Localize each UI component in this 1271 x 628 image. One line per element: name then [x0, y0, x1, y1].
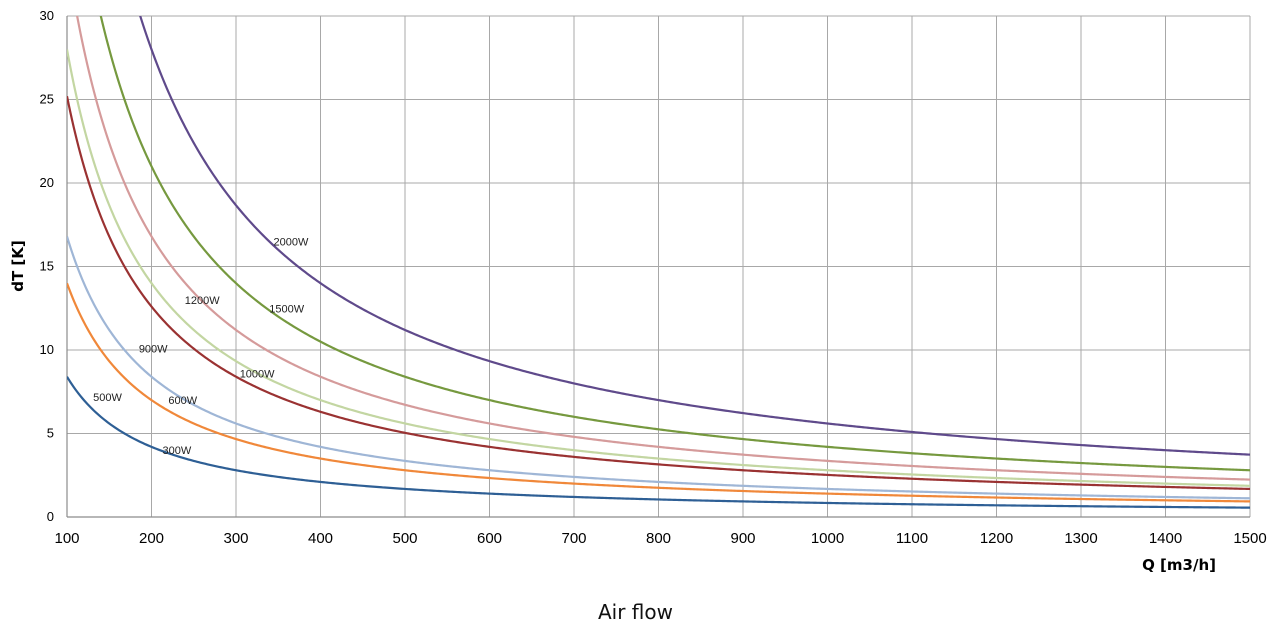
series-line-900w: [67, 95, 1250, 491]
y-tick-label: 25: [40, 92, 54, 107]
y-tick-label: 5: [47, 426, 54, 441]
x-tick-label: 1200: [980, 530, 1013, 547]
x-tick-label: 100: [54, 530, 79, 547]
x-tick-label: 700: [561, 530, 586, 547]
y-tick-label: 20: [40, 175, 54, 190]
series-label-1500w: 1500W: [269, 303, 304, 315]
x-axis-title: Q [m3/h]: [1142, 556, 1216, 574]
y-tick-label: 30: [40, 8, 54, 23]
x-tick-label: 1000: [811, 530, 844, 547]
series-line-1200w: [76, 16, 1250, 481]
x-tick-label: 400: [308, 530, 333, 547]
gridlines: [66, 15, 1251, 518]
x-tick-label: 1500: [1233, 530, 1266, 547]
series-line-600w: [67, 236, 1250, 500]
x-tick-label: 600: [477, 530, 502, 547]
x-tick-label: 500: [392, 530, 417, 547]
x-tick-label: 800: [646, 530, 671, 547]
x-tick-label: 300: [223, 530, 248, 547]
series-label-1200w: 1200W: [185, 295, 220, 307]
series-line-300w: [67, 376, 1250, 509]
y-tick-label: 0: [47, 509, 54, 524]
series-line-1000w: [67, 49, 1250, 487]
x-tick-label: 1400: [1149, 530, 1182, 547]
x-tick-label: 200: [139, 530, 164, 547]
series-label-900w: 900W: [139, 343, 168, 355]
series-labels: 300W 500W 600W 900W 1000W 1200W 1500W 2000W: [93, 236, 309, 457]
series-label-300w: 300W: [162, 445, 191, 457]
y-tick-label: 10: [40, 342, 54, 357]
series-label-600w: 600W: [168, 395, 197, 407]
series-label-500w: 500W: [93, 392, 122, 404]
x-tick-label: 1300: [1064, 530, 1097, 547]
x-tick-label: 900: [730, 530, 755, 547]
series-label-2000w: 2000W: [273, 236, 308, 248]
x-tick-label: 1100: [896, 530, 928, 547]
series-lines: [67, 16, 1250, 509]
y-tick-labels: 0 5 10 15 20 25 30: [40, 8, 54, 524]
series-line-1500w: [99, 16, 1250, 472]
x-tick-labels: 100 200 300 400 500 600 700 800 900 1000 1100 1200 1…: [54, 530, 1266, 547]
y-axis-title: dT [K]: [9, 240, 27, 292]
series-line-2000w: [139, 16, 1250, 456]
series-label-1000w: 1000W: [240, 368, 275, 380]
series-line-500w: [67, 282, 1250, 503]
y-tick-label: 15: [40, 259, 54, 274]
chart-caption: Air flow: [597, 600, 673, 624]
